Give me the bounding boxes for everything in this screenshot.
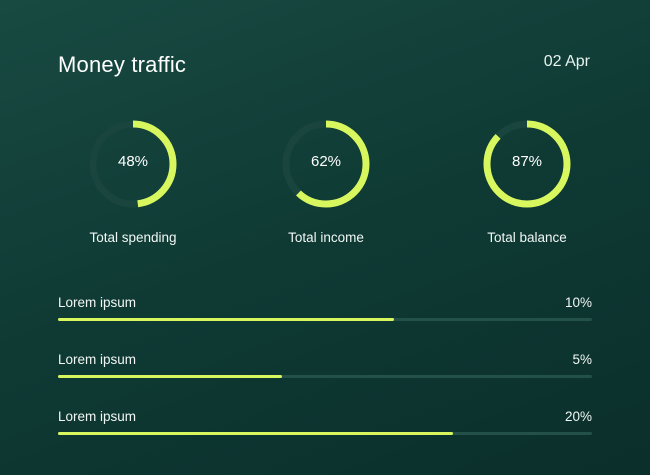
progress-list: Lorem ipsum 10% Lorem ipsum 5% Lorem ips… bbox=[58, 293, 592, 464]
progress-fill bbox=[58, 375, 283, 378]
progress-value: 5% bbox=[572, 352, 592, 367]
progress-label: Lorem ipsum bbox=[58, 409, 137, 424]
progress-track bbox=[58, 375, 592, 378]
ring-gauge-icon bbox=[89, 120, 177, 208]
gauge-total-income: 62% Total income bbox=[256, 120, 396, 250]
progress-row: Lorem ipsum 5% bbox=[58, 350, 592, 407]
gauge-total-spending: 48% Total spending bbox=[63, 120, 203, 250]
gauge-percent: 87% bbox=[511, 153, 543, 170]
progress-fill bbox=[58, 432, 454, 435]
gauge-label: Total spending bbox=[89, 230, 177, 245]
progress-track bbox=[58, 318, 592, 321]
progress-label: Lorem ipsum bbox=[58, 295, 137, 310]
progress-track bbox=[58, 432, 592, 435]
progress-row: Lorem ipsum 20% bbox=[58, 407, 592, 464]
gauge-total-balance: 87% Total balance bbox=[457, 120, 597, 250]
date-label: 02 Apr bbox=[543, 53, 590, 70]
progress-label: Lorem ipsum bbox=[58, 352, 137, 367]
progress-value: 10% bbox=[564, 295, 592, 310]
progress-value: 20% bbox=[564, 409, 592, 424]
card-title: Money traffic bbox=[58, 52, 187, 77]
gauge-percent: 48% bbox=[117, 153, 149, 170]
progress-fill bbox=[58, 318, 395, 321]
ring-gauge-icon bbox=[282, 120, 370, 208]
ring-gauge-icon bbox=[483, 120, 571, 208]
gauge-label: Total income bbox=[288, 230, 364, 245]
progress-row: Lorem ipsum 10% bbox=[58, 293, 592, 350]
gauge-row: 48% Total spending 62% Total income 87% … bbox=[0, 120, 650, 250]
gauge-percent: 62% bbox=[310, 153, 342, 170]
gauge-label: Total balance bbox=[487, 230, 567, 245]
